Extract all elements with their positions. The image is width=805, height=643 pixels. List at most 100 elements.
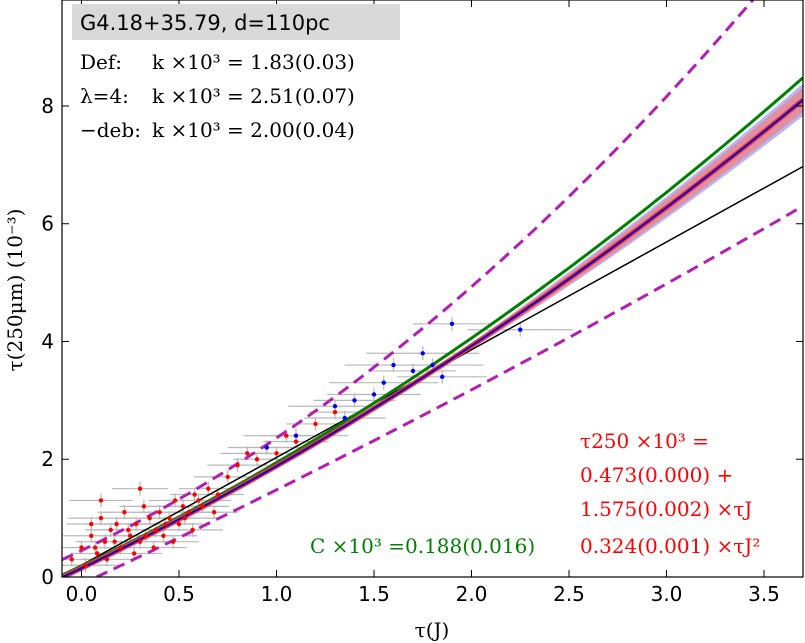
red-points-point — [186, 510, 191, 515]
fit-line-2: 0.473(0.000) + — [580, 463, 733, 487]
red-points-point — [83, 563, 88, 568]
blue-points-point — [371, 392, 377, 397]
red-points-point — [284, 433, 289, 438]
blue-points-point — [420, 351, 425, 356]
red-points-point — [89, 521, 94, 527]
red-points-point — [180, 504, 186, 509]
c-annotation: C ×10³ =0.188(0.016) — [310, 534, 535, 558]
blue-points-point — [293, 433, 299, 438]
red-points-point — [137, 539, 143, 544]
lower-dashed-curve — [93, 204, 803, 577]
y-tick-label: 0 — [41, 565, 54, 589]
red-points-point — [89, 533, 94, 538]
red-points-point — [196, 498, 201, 503]
red-points-point — [131, 551, 137, 556]
red-points-point — [102, 539, 108, 544]
red-points-point — [126, 527, 131, 533]
x-tick-label: 0.0 — [66, 582, 98, 606]
legend-lambda-label: λ=4: — [80, 84, 129, 108]
red-points-point — [170, 539, 176, 544]
red-points-point — [172, 498, 178, 503]
axes: 0.0 0.5 1.0 1.5 2.0 2.5 3.0 3.5 0 2 4 6 8 — [41, 0, 803, 606]
legend-deb-label: −deb: — [80, 118, 141, 142]
red-points-point — [293, 439, 299, 444]
red-points-point — [190, 527, 195, 533]
legend-lambda-text: k ×10³ = 2.51(0.07) — [152, 84, 355, 108]
x-axis-title: τ(J) — [415, 618, 450, 642]
red-points-point — [161, 533, 166, 538]
blue-points-point — [430, 362, 435, 368]
blue-points-point — [391, 362, 396, 368]
upper-dashed-curve — [62, 0, 755, 561]
red-points-point — [200, 504, 205, 509]
fit-line-1: τ250 ×10³ = — [580, 429, 709, 453]
red-points-point — [245, 451, 250, 456]
red-points-point — [176, 521, 182, 527]
red-points-point — [108, 527, 113, 533]
red-points-point — [128, 533, 133, 538]
red-points-point — [118, 545, 123, 550]
fit-line-3: 1.575(0.002) ×τJ — [580, 497, 752, 521]
plot-frame — [61, 0, 804, 578]
red-points-point — [192, 492, 197, 497]
red-points-point — [274, 451, 279, 456]
quad-fit-curve — [62, 99, 803, 577]
red-points-point — [147, 515, 152, 521]
red-points-point — [114, 521, 119, 527]
red-points-point — [98, 515, 104, 521]
red-points-point — [157, 510, 162, 515]
blue-points-point — [518, 327, 523, 332]
red-points-point — [133, 521, 139, 527]
red-points-point — [141, 504, 147, 509]
red-points-point — [112, 539, 117, 544]
red-points-point — [98, 498, 104, 503]
x-tick-label: 2.5 — [553, 582, 585, 606]
red-points-point — [167, 515, 172, 521]
y-axis-title: τ(250μm) (10⁻³) — [3, 209, 27, 372]
title-box — [72, 4, 400, 40]
y-tick-label: 4 — [41, 329, 54, 353]
red-points-point — [137, 486, 143, 491]
plot-area — [62, 0, 803, 577]
x-tick-label: 1.5 — [358, 582, 390, 606]
blue-points-point — [332, 404, 338, 409]
red-points-point — [122, 510, 127, 515]
y-tick-label: 6 — [41, 212, 54, 236]
red-points-point — [254, 457, 260, 462]
blue-points-point — [381, 380, 386, 385]
red-points-point — [94, 551, 100, 556]
red-points-point — [69, 557, 74, 562]
red-points-point — [235, 462, 240, 468]
x-tick-label: 0.5 — [163, 582, 195, 606]
legend-def-label: Def: — [80, 50, 122, 74]
x-tick-label: 3.5 — [748, 582, 780, 606]
red-points-point — [92, 545, 98, 550]
red-points-point — [215, 492, 221, 497]
blue-points-point — [440, 374, 445, 380]
blue-points-point — [342, 415, 347, 421]
blue-points-point — [264, 445, 269, 450]
red-points-point — [153, 527, 158, 533]
x-tick-label: 1.0 — [261, 582, 293, 606]
red-points-point — [143, 533, 149, 538]
blue-points-point — [410, 368, 416, 374]
red-points-point — [151, 545, 156, 550]
legend-deb-text: k ×10³ = 2.00(0.04) — [152, 118, 355, 142]
red-points-point — [313, 421, 318, 427]
red-points-point — [79, 545, 84, 550]
red-points-point — [163, 521, 168, 527]
red-points-point — [206, 486, 211, 491]
red-points-point — [104, 557, 110, 562]
chart-title: G4.18+35.79, d=110pc — [80, 11, 330, 35]
blue-points-point — [352, 398, 357, 403]
x-tick-label: 3.0 — [651, 582, 683, 606]
red-points-point — [332, 409, 338, 415]
red-points-point — [182, 515, 188, 521]
blue-points-point — [449, 321, 455, 327]
legend-def-text: k ×10³ = 1.83(0.03) — [152, 50, 355, 74]
x-tick-label: 2.0 — [456, 582, 488, 606]
red-points-point — [225, 474, 230, 480]
y-tick-label: 8 — [41, 94, 54, 118]
fit-line-4: 0.324(0.001) ×τJ² — [580, 534, 760, 558]
